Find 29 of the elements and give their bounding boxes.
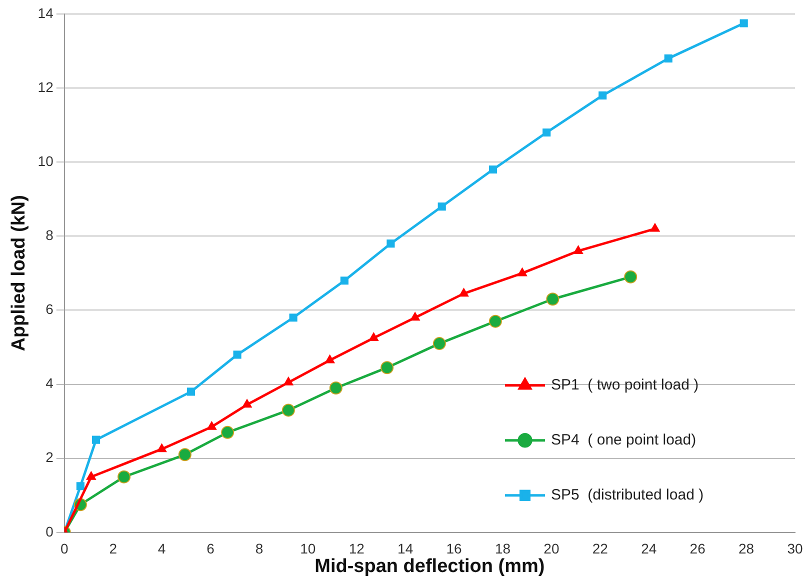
x-tick-label: 14	[398, 540, 414, 557]
y-tick-label: 10	[38, 152, 54, 169]
x-tick-label: 4	[158, 540, 166, 557]
x-tick-label: 24	[641, 540, 657, 557]
y-tick-label: 12	[38, 78, 54, 95]
legend-label: SP1 ( two point load )	[551, 376, 699, 394]
y-tick-label: 8	[46, 227, 54, 244]
x-tick-label: 16	[446, 540, 462, 557]
legend-label: SP5 (distributed load )	[551, 486, 704, 504]
x-tick-label: 18	[494, 540, 511, 557]
x-tick-label: 2	[109, 540, 118, 557]
x-tick-label: 0	[60, 540, 68, 557]
legend-label: SP4 ( one point load)	[551, 432, 696, 449]
x-tick-label: 10	[300, 540, 316, 557]
x-axis-title: Mid-span deflection (mm)	[314, 556, 545, 577]
y-tick-label: 2	[46, 449, 54, 466]
y-tick-label: 14	[38, 4, 54, 21]
x-tick-label: 12	[348, 540, 365, 557]
y-tick-label: 4	[46, 375, 54, 392]
y-axis-title: Applied load (kN)	[8, 195, 30, 352]
x-tick-label: 26	[690, 540, 706, 557]
y-tick-label: 6	[46, 301, 54, 318]
y-tick-label: 0	[46, 523, 54, 540]
x-tick-label: 6	[206, 540, 215, 557]
x-tick-label: 20	[544, 540, 560, 557]
x-tick-label: 8	[255, 540, 264, 557]
x-tick-label: 28	[738, 540, 754, 557]
x-tick-label: 30	[787, 540, 803, 557]
x-tick-label: 22	[592, 540, 608, 557]
